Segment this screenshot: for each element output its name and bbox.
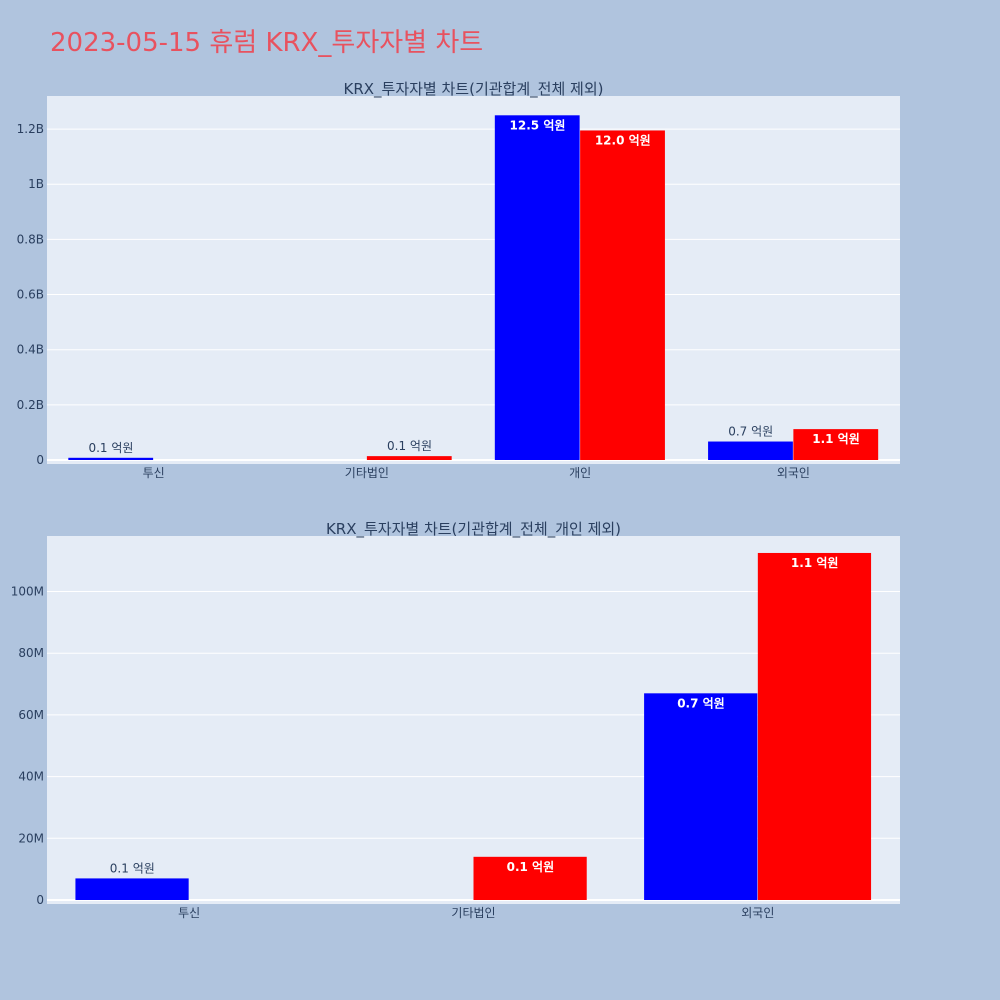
bar xyxy=(708,441,793,460)
data-label: 12.5 억원 xyxy=(510,118,566,132)
x-tick-label: 외국인 xyxy=(777,466,810,480)
bar xyxy=(366,456,452,460)
x-tick-label: 개인 xyxy=(569,466,591,480)
figure-title: 2023-05-15 휴럼 KRX_투자자별 차트 xyxy=(50,28,484,58)
y-tick-label: 40M xyxy=(18,770,44,784)
data-label: 1.1 억원 xyxy=(812,432,860,446)
x-tick-label: 투신 xyxy=(143,466,165,480)
y-tick-label: 80M xyxy=(18,646,44,660)
bar xyxy=(793,429,879,460)
y-tick-label: 100M xyxy=(11,585,44,599)
bar xyxy=(644,693,758,900)
data-label: 12.0 억원 xyxy=(595,133,651,147)
bar xyxy=(757,552,872,900)
y-tick-label: 0.4B xyxy=(17,343,44,357)
bar xyxy=(580,130,665,460)
y-tick-label: 60M xyxy=(18,708,44,722)
data-label: 0.7 억원 xyxy=(677,696,725,710)
y-tick-label: 20M xyxy=(18,831,44,845)
data-label: 1.1 억원 xyxy=(791,556,839,570)
y-tick-label: 1B xyxy=(28,177,44,191)
x-tick-label: 기타법인 xyxy=(345,466,389,480)
x-tick-label: 외국인 xyxy=(741,906,774,920)
data-label: 0.1 억원 xyxy=(88,441,133,455)
bar xyxy=(68,457,154,460)
bar xyxy=(494,115,580,460)
y-tick-label: 1.2B xyxy=(17,122,44,136)
plot-area xyxy=(47,96,900,464)
y-tick-label: 0.2B xyxy=(17,398,44,412)
bar xyxy=(473,856,587,900)
y-tick-label: 0 xyxy=(36,453,44,467)
x-tick-label: 투신 xyxy=(178,906,200,920)
data-label: 0.7 억원 xyxy=(728,425,773,439)
data-label: 0.1 억원 xyxy=(110,861,155,875)
data-label: 0.1 억원 xyxy=(507,860,555,874)
y-tick-label: 0.8B xyxy=(17,232,44,246)
chart-1: 0 0.2B 0.4B 0.6B 0.8B 1B 1.2B KRX_투자자별 차트(기관합계_… xyxy=(17,80,900,480)
x-tick-label: 기타법인 xyxy=(451,906,495,920)
chart-title: KRX_투자자별 차트(기관합계_전체 제외) xyxy=(344,80,604,99)
data-label: 0.1 억원 xyxy=(387,439,432,453)
bar xyxy=(75,878,189,900)
y-tick-label: 0 xyxy=(36,893,44,907)
y-tick-label: 0.6B xyxy=(17,288,44,302)
chart-2: 0 20M 40M 60M 80M 100M KRX_투자자별 차트(기관합계_전체_개인 … xyxy=(11,520,900,920)
chart-title: KRX_투자자별 차트(기관합계_전체_개인 제외) xyxy=(326,520,621,539)
